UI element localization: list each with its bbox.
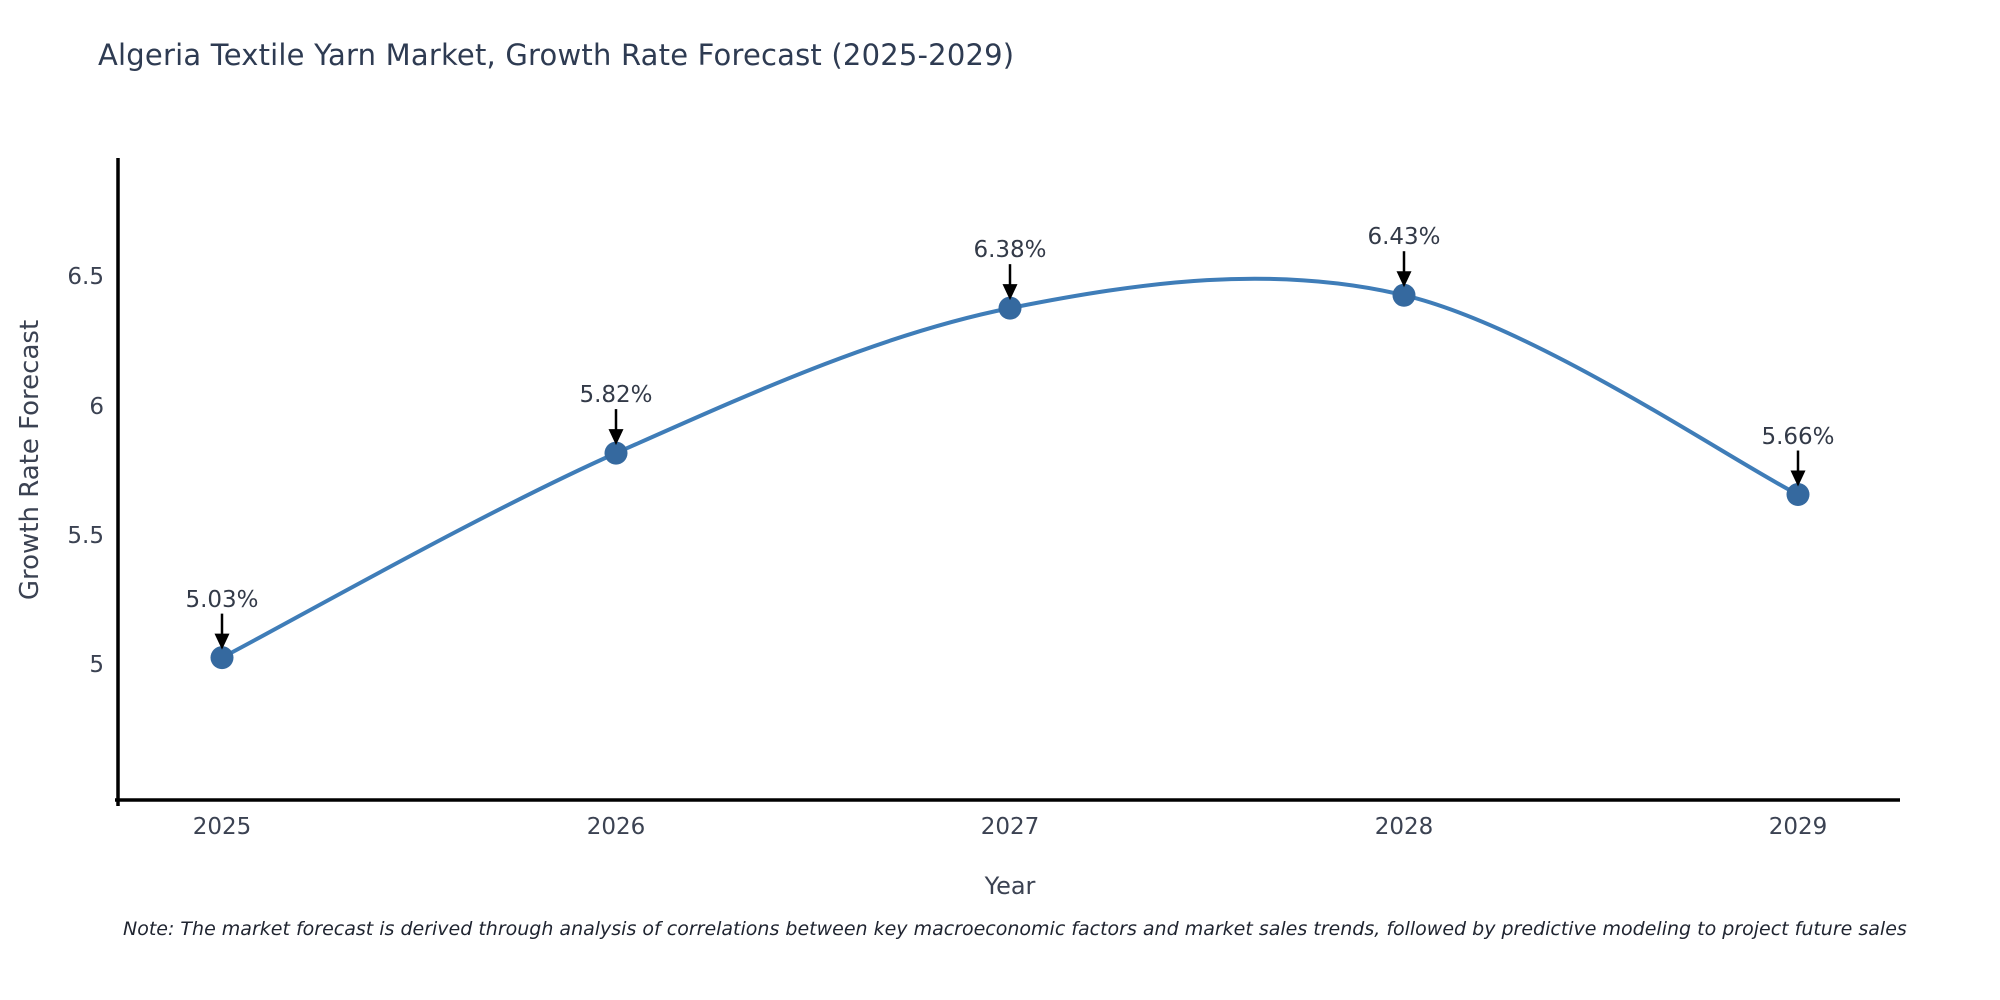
x-tick-label-2028: 2028 [1374, 814, 1434, 840]
annotation-arrowhead-2028 [1396, 271, 1412, 288]
growth-rate-line [220, 276, 1800, 660]
x-tick-label-2025: 2025 [192, 814, 252, 840]
annotation-arrowhead-2026 [608, 429, 624, 446]
data-point-2026 [604, 441, 628, 465]
y-tick-label-6.5: 6.5 [67, 264, 104, 291]
point-label-2029: 5.66% [1761, 423, 1835, 450]
point-label-2027: 6.38% [973, 237, 1047, 264]
x-tick-label-2027: 2027 [980, 814, 1040, 840]
x-tick-label-2026: 2026 [586, 814, 646, 840]
data-point-2025 [210, 646, 234, 670]
y-tick-label-6: 6 [89, 393, 104, 420]
x-tick-label-2029: 2029 [1768, 814, 1828, 840]
annotation-arrowhead-2025 [214, 633, 230, 650]
footnote: Note: The market forecast is derived thr… [123, 918, 1907, 940]
annotation-arrowhead-2029 [1790, 470, 1806, 487]
y-tick-label-5: 5 [89, 652, 104, 679]
data-point-2027 [998, 296, 1022, 320]
point-label-2028: 6.43% [1367, 224, 1441, 251]
chart-title: Algeria Textile Yarn Market, Growth Rate… [98, 38, 1015, 72]
point-label-2025: 5.03% [185, 586, 259, 613]
data-point-2029 [1786, 483, 1810, 507]
x-axis-title: Year [984, 872, 1036, 900]
y-axis-title: Growth Rate Forecast [15, 319, 45, 601]
y-tick-label-5.5: 5.5 [67, 522, 104, 549]
data-point-2028 [1392, 283, 1416, 307]
annotation-arrowhead-2027 [1002, 284, 1018, 301]
point-label-2026: 5.82% [579, 382, 653, 409]
